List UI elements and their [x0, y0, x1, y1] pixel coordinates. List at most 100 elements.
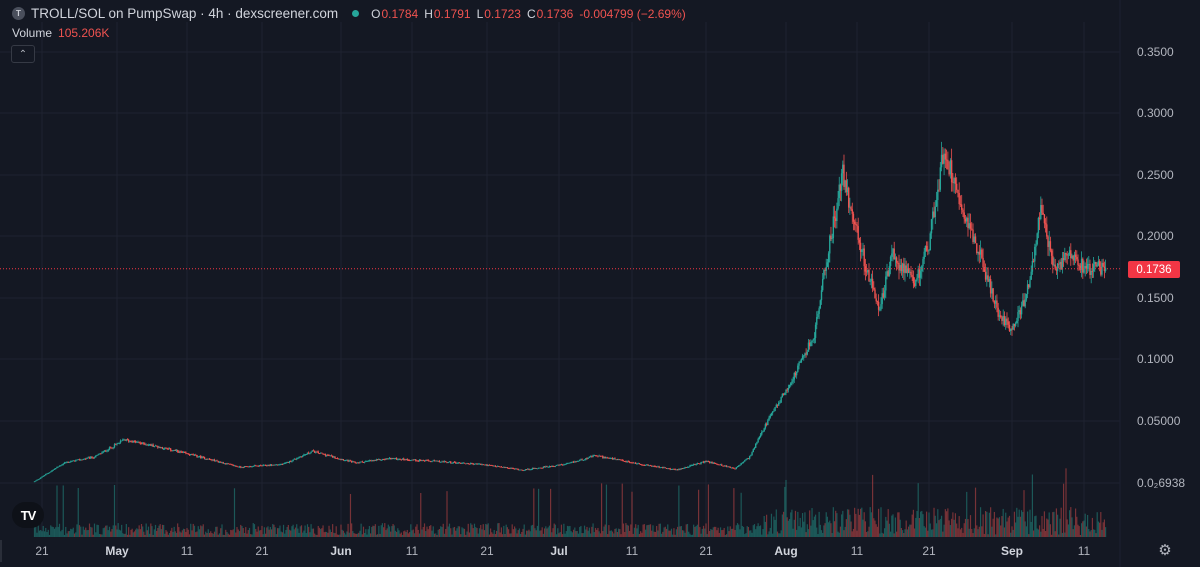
candle-body	[510, 467, 512, 469]
volume-bar	[891, 515, 893, 537]
candle-body	[72, 460, 74, 462]
candle-body	[561, 464, 564, 466]
candle-body	[610, 457, 613, 459]
candle-body	[481, 464, 483, 466]
volume-bar	[497, 523, 499, 537]
candle-body	[485, 464, 487, 466]
candle-body	[960, 204, 963, 210]
volume-bar	[1063, 483, 1065, 537]
candle-body	[113, 444, 116, 448]
volume-bar	[333, 532, 335, 537]
volume-bar	[1011, 526, 1013, 537]
candle-body	[894, 257, 897, 260]
candle-body	[120, 440, 123, 442]
volume-bar	[851, 531, 853, 537]
candle-body	[185, 452, 187, 454]
candle-body	[452, 461, 454, 464]
candle-body	[535, 468, 537, 469]
candle-body	[106, 450, 108, 452]
candle-body	[158, 447, 160, 448]
candle-body	[1020, 305, 1023, 315]
volume-bar	[773, 516, 775, 537]
volume-bar	[130, 529, 132, 537]
volume-label: Volume	[12, 26, 53, 40]
volume-bar	[111, 529, 113, 537]
volume-bar	[921, 510, 923, 537]
volume-bar	[115, 525, 117, 537]
volume-bar	[284, 533, 286, 537]
volume-bar	[286, 526, 288, 537]
volume-bar	[332, 524, 334, 537]
candle-body	[554, 465, 557, 467]
candle-body	[851, 209, 853, 214]
candle-body	[1030, 271, 1032, 280]
volume-bar	[627, 525, 629, 537]
candle-body	[642, 464, 644, 466]
volume-bar	[316, 534, 318, 537]
candle-body	[649, 465, 652, 467]
volume-bar	[35, 526, 37, 537]
volume-bar	[87, 530, 89, 537]
candle-body	[999, 315, 1002, 318]
candle-body	[1047, 236, 1049, 247]
candle-body	[343, 460, 346, 462]
candle-body	[348, 460, 350, 462]
candle-body	[570, 462, 572, 463]
candle-body	[728, 466, 730, 468]
candle-body	[331, 455, 334, 458]
collapse-legend-button[interactable]: ⌃	[11, 45, 35, 63]
volume-bar	[867, 531, 869, 537]
candle-body	[843, 164, 845, 187]
volume-bar	[523, 524, 525, 537]
candle-body	[721, 464, 723, 466]
candle-body	[881, 293, 883, 305]
volume-bar	[107, 530, 109, 537]
candle-body	[1034, 246, 1036, 262]
volume-bar	[51, 526, 53, 537]
tradingview-logo[interactable]: TV	[12, 502, 44, 528]
candle-body	[1041, 205, 1043, 213]
y-tick-label: 0.2000	[1137, 229, 1174, 243]
volume-bar	[310, 524, 312, 537]
volume-bar	[461, 527, 463, 537]
volume-bar	[583, 525, 586, 537]
volume-bar	[1070, 507, 1072, 537]
candle-body	[1022, 300, 1024, 306]
volume-bar	[613, 533, 615, 537]
candle-body	[762, 431, 764, 433]
volume-bar	[166, 531, 168, 537]
candle-body	[1097, 261, 1100, 266]
candle-body	[853, 221, 856, 225]
candle-body	[334, 456, 336, 459]
volume-bar	[185, 531, 187, 537]
candle-body	[738, 465, 740, 467]
volume-bar	[659, 523, 661, 537]
volume-bar	[438, 528, 441, 537]
volume-bar	[196, 531, 198, 537]
settings-button[interactable]: ⚙	[1156, 541, 1174, 559]
candle-body	[907, 268, 910, 273]
volume-bar	[787, 520, 789, 537]
candle-body	[1088, 263, 1090, 265]
candle-body	[804, 353, 806, 356]
volume-bar	[681, 530, 684, 537]
volume-bar	[425, 531, 427, 537]
volume-bar	[574, 527, 576, 537]
candle-body	[212, 459, 214, 461]
candle-body	[152, 444, 154, 447]
candle-body	[110, 447, 112, 449]
volume-bar	[879, 533, 881, 537]
candle-body	[569, 462, 571, 464]
candle-body	[792, 379, 794, 382]
volume-bar	[161, 524, 164, 537]
candle-body	[85, 458, 87, 460]
candle-body	[1068, 250, 1071, 255]
candle-body	[869, 281, 871, 282]
candle-body	[844, 180, 846, 187]
candle-body	[279, 464, 281, 466]
candle-body	[1083, 267, 1085, 273]
candle-body	[915, 279, 917, 286]
volume-bar	[153, 529, 155, 537]
